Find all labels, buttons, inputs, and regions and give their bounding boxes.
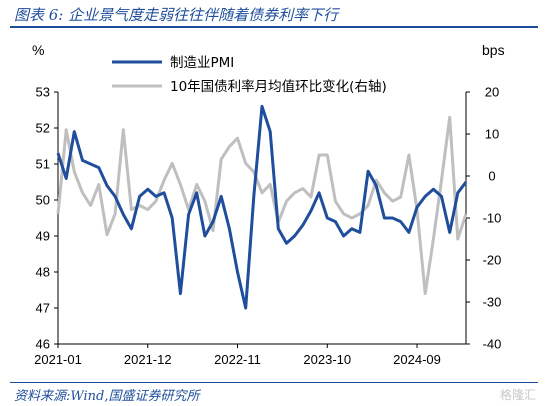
right-tick-label: 0: [488, 169, 495, 184]
left-tick-label: 50: [36, 193, 50, 208]
left-tick-label: 51: [36, 157, 50, 172]
legend-label-bond: 10年国债利率月均值环比变化(右轴): [170, 78, 387, 95]
x-tick-label: 2022-11: [214, 352, 261, 367]
left-tick-label: 53: [36, 85, 50, 100]
left-tick-label: 48: [36, 265, 50, 280]
x-tick-label: 2021-12: [124, 352, 172, 367]
plot-frame: [57, 92, 467, 345]
left-tick-label: 46: [36, 337, 50, 352]
left-axis-ticks: 46 47 48 49 50 51 52 53: [36, 85, 58, 352]
figure-title: 图表 6: 企业景气度走弱往往伴随着债券利率下行: [14, 6, 339, 24]
left-tick-label: 47: [36, 301, 50, 316]
right-axis-ticks: -40 -30 -20 -10 0 10 20: [466, 85, 501, 352]
right-tick-label: -40: [483, 337, 502, 352]
x-tick-label: 2024-09: [393, 352, 441, 367]
right-tick-label: 20: [485, 85, 499, 100]
title-rule: [10, 26, 538, 28]
right-tick-label: -30: [483, 295, 502, 310]
right-tick-label: -20: [483, 253, 502, 268]
x-tick-label: 2021-01: [34, 352, 82, 367]
legend-label-pmi: 制造业PMI: [170, 55, 234, 71]
x-tick-label: 2023-10: [303, 352, 351, 367]
right-axis-unit: bps: [482, 42, 505, 58]
x-axis-ticks: 2021-01 2021-12 2022-11 2023-10 2024-09: [34, 344, 441, 367]
left-tick-label: 49: [36, 229, 50, 244]
legend: 制造业PMI 10年国债利率月均值环比变化(右轴): [112, 55, 387, 95]
right-tick-label: 10: [485, 127, 499, 142]
watermark-logo: 格隆汇: [499, 388, 536, 402]
series-line-bond: [56, 115, 468, 296]
left-axis-unit: %: [32, 42, 44, 58]
series-line-pmi: [56, 104, 468, 310]
right-tick-label: -10: [483, 211, 502, 226]
footer-rule: [10, 382, 538, 383]
source-note: 资料来源:Wind,国盛证券研究所: [14, 389, 200, 404]
left-tick-label: 52: [36, 121, 50, 136]
